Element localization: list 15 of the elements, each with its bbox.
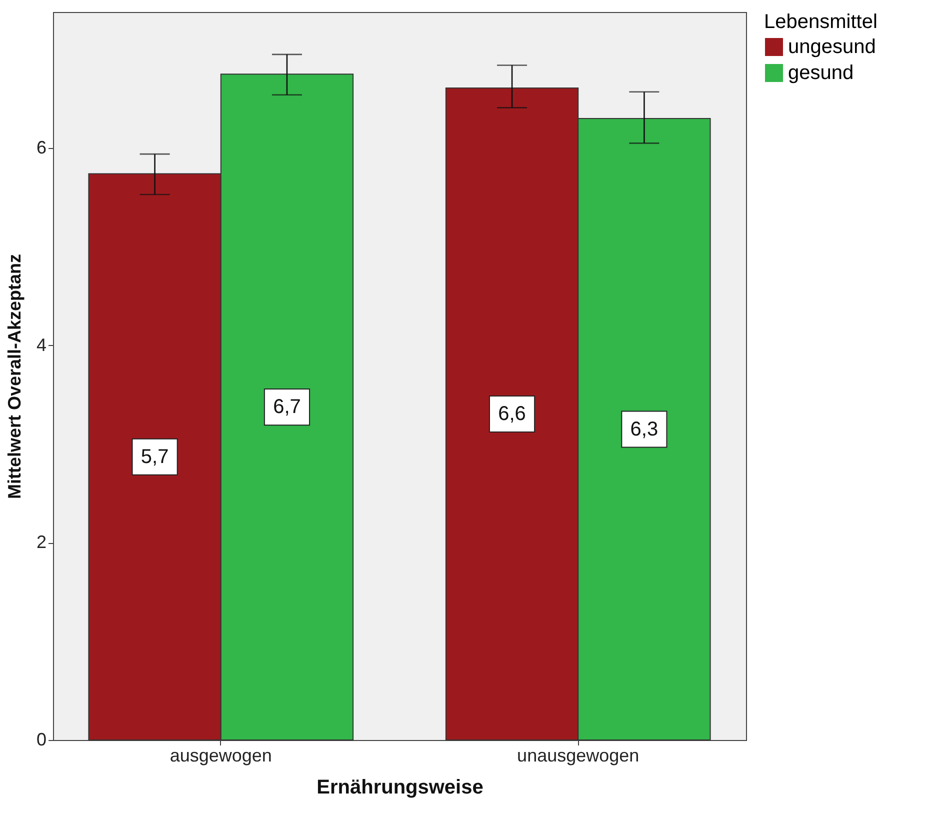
x-axis-title: Ernährungsweise [316, 776, 484, 798]
y-tick-label: 4 [36, 334, 46, 355]
legend-label: gesund [788, 62, 854, 84]
y-tick-label: 6 [36, 138, 46, 158]
data-label: 6,3 [630, 418, 658, 440]
x-tick-label: unausgewogen [517, 746, 640, 766]
y-tick-label: 2 [36, 532, 46, 552]
legend-label: ungesund [788, 36, 876, 58]
y-tick-label: 0 [36, 730, 46, 750]
data-label: 6,7 [273, 396, 301, 418]
x-tick-label: ausgewogen [170, 746, 272, 766]
data-label: 5,7 [140, 446, 169, 468]
y-axis-title: Mittelwert Overall-Akzeptanz [4, 254, 24, 500]
data-label: 6,6 [498, 402, 526, 425]
legend-title: Lebensmittel [764, 11, 878, 33]
